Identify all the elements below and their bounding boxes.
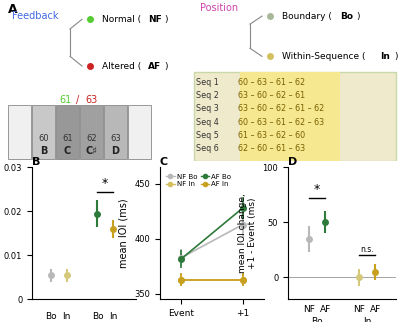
Text: In: In (109, 312, 117, 321)
Text: ): ) (394, 52, 398, 61)
FancyBboxPatch shape (194, 72, 396, 161)
Bar (8, 105, 31, 159)
Text: ): ) (164, 15, 168, 24)
Text: D: D (112, 146, 120, 156)
Text: In: In (62, 312, 71, 321)
Text: 61 – 63 – 62 – 60: 61 – 63 – 62 – 60 (238, 131, 305, 140)
Text: Feedback: Feedback (12, 11, 58, 21)
Text: *: * (102, 177, 108, 190)
Text: Bo: Bo (46, 312, 57, 321)
Text: NF: NF (353, 305, 364, 314)
Text: 62: 62 (86, 134, 97, 143)
Text: C: C (160, 157, 168, 167)
Text: 60: 60 (38, 134, 49, 143)
Text: Boundary (: Boundary ( (282, 12, 332, 21)
Bar (56, 105, 79, 159)
Text: Bo: Bo (340, 12, 353, 21)
Bar (32, 105, 55, 159)
Text: Position: Position (200, 3, 238, 13)
Text: *: * (314, 183, 320, 196)
Bar (128, 105, 151, 159)
Text: 62 – 60 – 61 – 63: 62 – 60 – 61 – 63 (238, 145, 305, 153)
Text: Bo: Bo (92, 312, 103, 321)
Legend: NF Bo, NF In, AF Bo, AF In: NF Bo, NF In, AF Bo, AF In (164, 171, 234, 190)
Text: /: / (76, 95, 80, 105)
Text: 61: 61 (62, 134, 73, 143)
Text: 63: 63 (110, 134, 121, 143)
Text: 63 – 60 – 62 – 61 – 62: 63 – 60 – 62 – 61 – 62 (238, 104, 324, 113)
Y-axis label: mean IOI change,
+1 - Event (ms): mean IOI change, +1 - Event (ms) (238, 194, 257, 273)
Text: AF: AF (320, 305, 331, 314)
Text: AF: AF (370, 305, 381, 314)
Text: Bo: Bo (311, 317, 323, 322)
Text: 60 – 63 – 61 – 62 – 63: 60 – 63 – 61 – 62 – 63 (238, 118, 324, 127)
Text: D: D (288, 157, 297, 167)
Text: Seq 5: Seq 5 (196, 131, 219, 140)
Text: 61: 61 (60, 95, 72, 105)
Text: n.s.: n.s. (360, 245, 374, 254)
Text: ): ) (356, 12, 360, 21)
Text: B: B (32, 157, 40, 167)
Text: Seq 2: Seq 2 (196, 91, 219, 100)
Text: C: C (64, 146, 71, 156)
Bar (80, 105, 103, 159)
Text: 60 – 63 – 61 – 62: 60 – 63 – 61 – 62 (238, 78, 305, 87)
Text: Normal (: Normal ( (102, 15, 141, 24)
Text: AF: AF (148, 62, 161, 71)
Text: NF: NF (303, 305, 315, 314)
Text: Seq 3: Seq 3 (196, 104, 219, 113)
Text: Within-Sequence (: Within-Sequence ( (282, 52, 366, 61)
Text: ): ) (164, 62, 168, 71)
Text: B: B (40, 146, 47, 156)
Text: NF: NF (148, 15, 162, 24)
Text: 63: 63 (85, 95, 97, 105)
Text: A: A (8, 3, 18, 16)
Y-axis label: mean IOI (ms): mean IOI (ms) (119, 199, 129, 268)
Text: 63 – 60 – 62 – 61: 63 – 60 – 62 – 61 (238, 91, 305, 100)
Text: C♯: C♯ (86, 146, 98, 156)
Text: Seq 4: Seq 4 (196, 118, 219, 127)
Text: Seq 1: Seq 1 (196, 78, 219, 87)
Text: Altered (: Altered ( (102, 62, 141, 71)
Bar (104, 105, 127, 159)
FancyBboxPatch shape (240, 72, 340, 161)
Text: In: In (380, 52, 390, 61)
Text: In: In (363, 317, 371, 322)
Text: Seq 6: Seq 6 (196, 145, 219, 153)
